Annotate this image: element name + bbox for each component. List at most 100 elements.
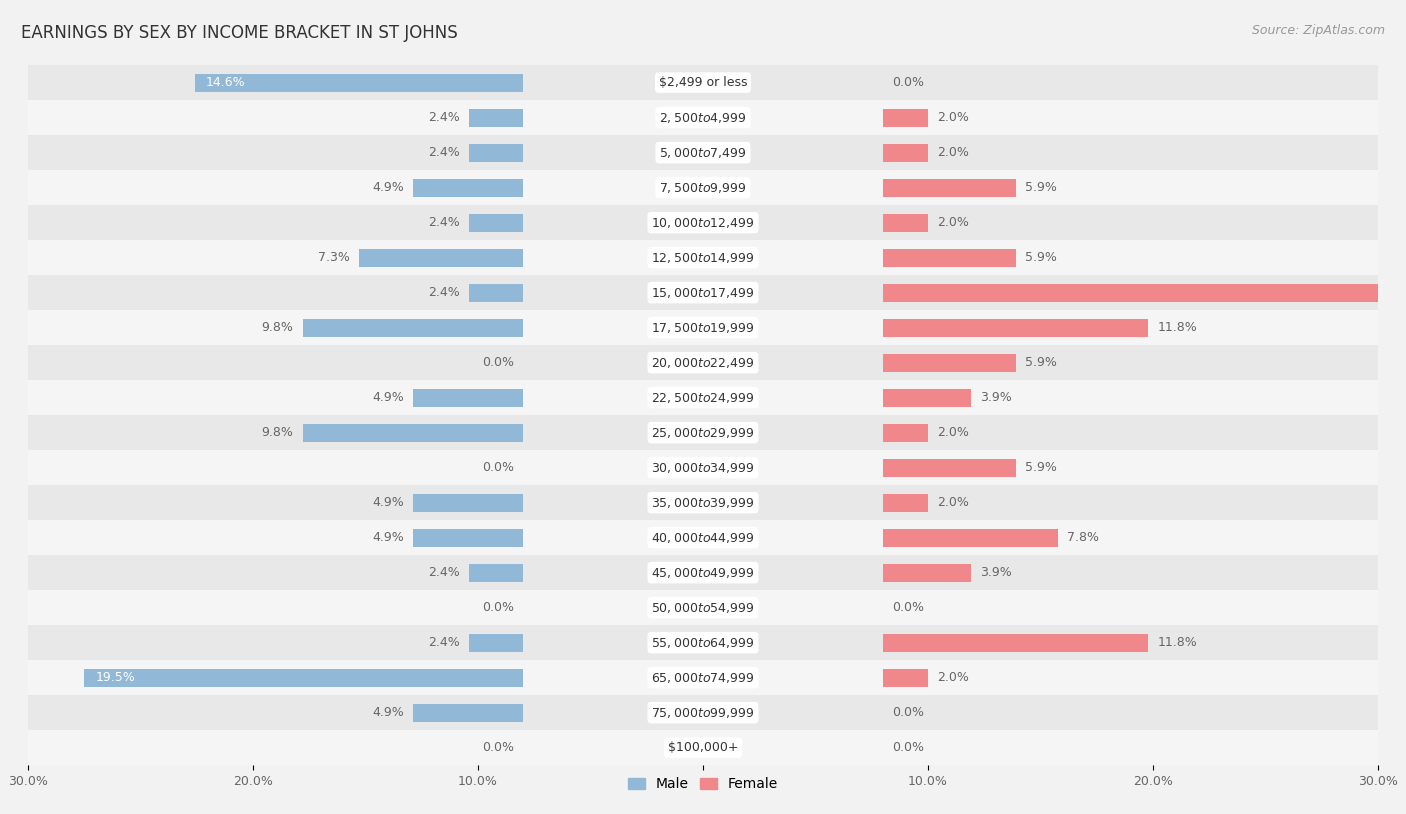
Bar bbox=[883, 178, 1015, 197]
Text: 0.0%: 0.0% bbox=[482, 602, 515, 614]
Text: 7.3%: 7.3% bbox=[318, 252, 350, 264]
Bar bbox=[0, 100, 1406, 135]
Text: 2.0%: 2.0% bbox=[936, 217, 969, 229]
Text: 4.9%: 4.9% bbox=[373, 707, 404, 719]
Bar bbox=[883, 388, 970, 407]
Text: $2,500 to $4,999: $2,500 to $4,999 bbox=[659, 111, 747, 125]
Text: 2.4%: 2.4% bbox=[429, 567, 460, 579]
Text: 2.4%: 2.4% bbox=[429, 147, 460, 159]
Bar bbox=[0, 450, 1406, 485]
Bar bbox=[470, 563, 523, 582]
Text: $7,500 to $9,999: $7,500 to $9,999 bbox=[659, 181, 747, 195]
Text: 14.6%: 14.6% bbox=[205, 77, 246, 89]
Text: 3.9%: 3.9% bbox=[980, 392, 1011, 404]
Text: 5.9%: 5.9% bbox=[1025, 182, 1056, 194]
Bar bbox=[883, 493, 928, 512]
Bar bbox=[0, 485, 1406, 520]
Text: 2.4%: 2.4% bbox=[429, 637, 460, 649]
Bar bbox=[413, 703, 523, 722]
Text: $40,000 to $44,999: $40,000 to $44,999 bbox=[651, 531, 755, 545]
Text: 2.0%: 2.0% bbox=[936, 672, 969, 684]
Bar bbox=[470, 213, 523, 232]
Bar bbox=[413, 528, 523, 547]
Bar bbox=[359, 248, 523, 267]
Bar bbox=[883, 423, 928, 442]
Text: $50,000 to $54,999: $50,000 to $54,999 bbox=[651, 601, 755, 615]
Bar bbox=[470, 283, 523, 302]
Bar bbox=[84, 668, 523, 687]
Text: 4.9%: 4.9% bbox=[373, 182, 404, 194]
Text: 2.0%: 2.0% bbox=[936, 112, 969, 124]
Bar bbox=[883, 248, 1015, 267]
Bar bbox=[0, 695, 1406, 730]
Text: 0.0%: 0.0% bbox=[482, 357, 515, 369]
Bar bbox=[413, 388, 523, 407]
Bar bbox=[0, 170, 1406, 205]
Text: 4.9%: 4.9% bbox=[373, 392, 404, 404]
Text: 0.0%: 0.0% bbox=[891, 707, 924, 719]
Bar bbox=[0, 380, 1406, 415]
Bar bbox=[302, 318, 523, 337]
Text: $75,000 to $99,999: $75,000 to $99,999 bbox=[651, 706, 755, 720]
Text: $65,000 to $74,999: $65,000 to $74,999 bbox=[651, 671, 755, 685]
Text: $22,500 to $24,999: $22,500 to $24,999 bbox=[651, 391, 755, 405]
Text: 2.0%: 2.0% bbox=[936, 147, 969, 159]
Text: $30,000 to $34,999: $30,000 to $34,999 bbox=[651, 461, 755, 475]
Bar bbox=[470, 633, 523, 652]
Bar bbox=[470, 108, 523, 127]
Text: 4.9%: 4.9% bbox=[373, 532, 404, 544]
Text: $2,499 or less: $2,499 or less bbox=[659, 77, 747, 89]
Bar bbox=[883, 528, 1059, 547]
Text: 7.8%: 7.8% bbox=[1067, 532, 1099, 544]
Bar bbox=[0, 730, 1406, 765]
Bar bbox=[883, 318, 1149, 337]
Text: EARNINGS BY SEX BY INCOME BRACKET IN ST JOHNS: EARNINGS BY SEX BY INCOME BRACKET IN ST … bbox=[21, 24, 458, 42]
Bar bbox=[883, 668, 928, 687]
Text: 5.9%: 5.9% bbox=[1025, 252, 1056, 264]
Bar bbox=[883, 353, 1015, 372]
Text: $5,000 to $7,499: $5,000 to $7,499 bbox=[659, 146, 747, 160]
Text: 3.9%: 3.9% bbox=[980, 567, 1011, 579]
Text: 2.4%: 2.4% bbox=[429, 112, 460, 124]
Text: 0.0%: 0.0% bbox=[891, 77, 924, 89]
Text: 4.9%: 4.9% bbox=[373, 497, 404, 509]
Text: $17,500 to $19,999: $17,500 to $19,999 bbox=[651, 321, 755, 335]
Text: $12,500 to $14,999: $12,500 to $14,999 bbox=[651, 251, 755, 265]
Text: 0.0%: 0.0% bbox=[482, 742, 515, 754]
Text: Source: ZipAtlas.com: Source: ZipAtlas.com bbox=[1251, 24, 1385, 37]
Bar bbox=[194, 73, 523, 92]
Bar bbox=[883, 213, 928, 232]
Bar bbox=[0, 135, 1406, 170]
Text: 19.5%: 19.5% bbox=[96, 672, 135, 684]
Bar bbox=[0, 345, 1406, 380]
Bar bbox=[0, 590, 1406, 625]
Bar bbox=[883, 108, 928, 127]
Bar bbox=[0, 520, 1406, 555]
Bar bbox=[883, 458, 1015, 477]
Text: 5.9%: 5.9% bbox=[1025, 357, 1056, 369]
Bar bbox=[883, 143, 928, 162]
Bar bbox=[302, 423, 523, 442]
Text: 0.0%: 0.0% bbox=[891, 602, 924, 614]
Text: 5.9%: 5.9% bbox=[1025, 462, 1056, 474]
Text: 2.4%: 2.4% bbox=[429, 217, 460, 229]
Bar bbox=[0, 275, 1406, 310]
Bar bbox=[0, 660, 1406, 695]
Bar bbox=[0, 240, 1406, 275]
Bar bbox=[0, 310, 1406, 345]
Text: 0.0%: 0.0% bbox=[891, 742, 924, 754]
Text: $100,000+: $100,000+ bbox=[668, 742, 738, 754]
Bar bbox=[0, 205, 1406, 240]
Text: 0.0%: 0.0% bbox=[482, 462, 515, 474]
Text: $55,000 to $64,999: $55,000 to $64,999 bbox=[651, 636, 755, 650]
Text: $35,000 to $39,999: $35,000 to $39,999 bbox=[651, 496, 755, 510]
Bar bbox=[0, 65, 1406, 100]
Text: 11.8%: 11.8% bbox=[1157, 637, 1197, 649]
Bar bbox=[883, 563, 970, 582]
Text: 2.0%: 2.0% bbox=[936, 427, 969, 439]
Bar bbox=[0, 555, 1406, 590]
Bar bbox=[883, 283, 1406, 302]
Bar bbox=[413, 493, 523, 512]
Text: 2.4%: 2.4% bbox=[429, 287, 460, 299]
Text: $45,000 to $49,999: $45,000 to $49,999 bbox=[651, 566, 755, 580]
